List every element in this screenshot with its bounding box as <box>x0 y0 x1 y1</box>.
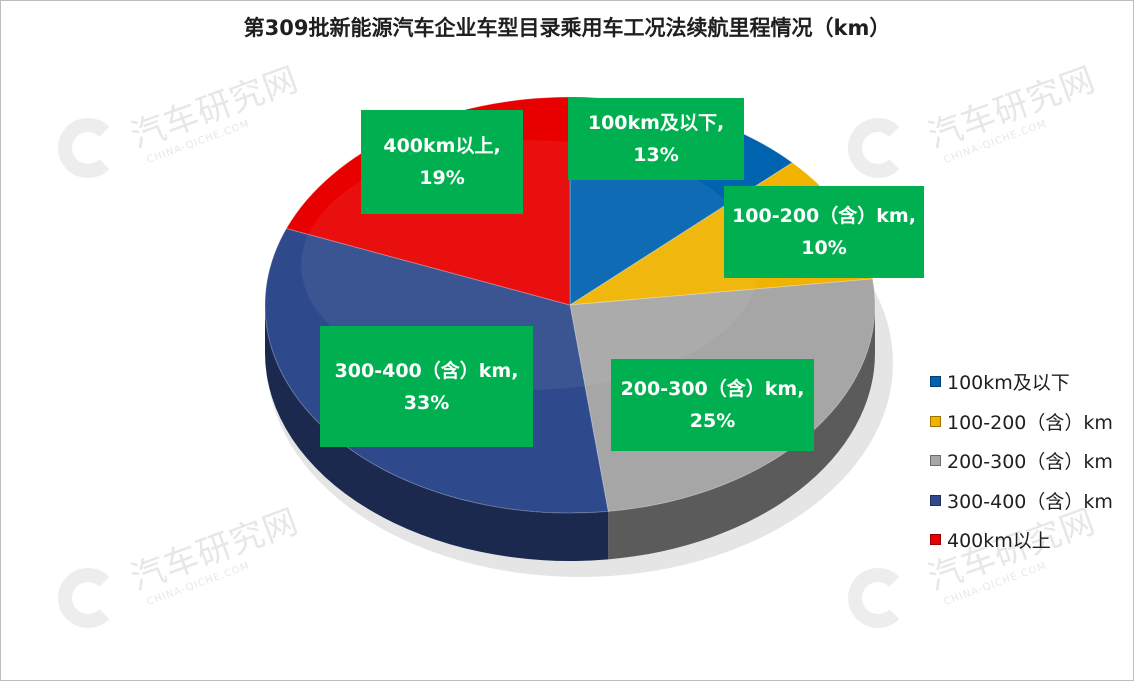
legend-swatch <box>930 494 941 506</box>
data-label-300-400km: 300-400（含）km, 33% <box>320 326 533 447</box>
legend-item-100-200km: 100-200（含）km <box>930 402 1113 442</box>
data-label-100km-and-below: 100km及以下, 13% <box>568 98 744 180</box>
legend-swatch <box>930 415 941 427</box>
legend-item-100km-and-below: 100km及以下 <box>930 362 1113 402</box>
legend-item-300-400km: 300-400（含）km <box>930 481 1113 521</box>
data-label-400km-above: 400km以上, 19% <box>361 110 523 214</box>
legend-item-400km-above: 400km以上 <box>930 520 1113 560</box>
legend: 100km及以下 100-200（含）km 200-300（含）km 300-4… <box>930 362 1113 560</box>
legend-swatch <box>930 376 941 388</box>
legend-item-200-300km: 200-300（含）km <box>930 441 1113 481</box>
legend-swatch <box>930 455 941 467</box>
chart-title: 第309批新能源汽车企业车型目录乘用车工况法续航里程情况（km） <box>243 16 891 40</box>
legend-swatch <box>930 534 941 546</box>
pie-side-3 <box>265 305 609 561</box>
data-label-100-200km: 100-200（含）km, 10% <box>724 186 924 278</box>
data-label-200-300km: 200-300（含）km, 25% <box>611 359 814 451</box>
pie-side-2 <box>608 305 875 560</box>
